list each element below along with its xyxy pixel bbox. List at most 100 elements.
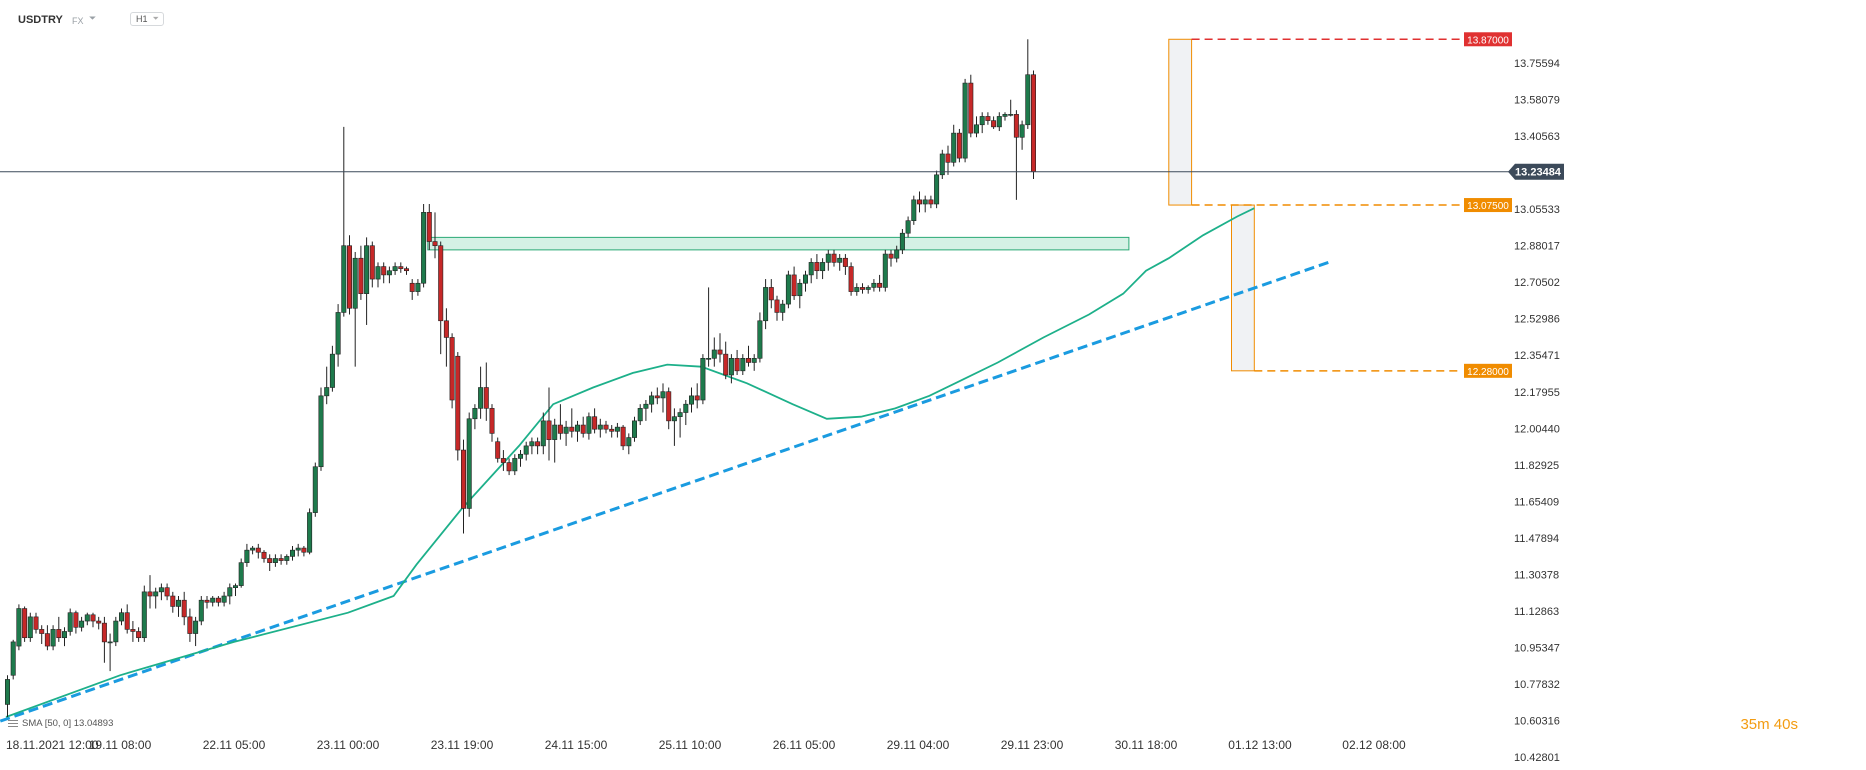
candle-body (512, 458, 518, 472)
candle-body (375, 266, 381, 280)
candle-body (187, 616, 193, 634)
candle (364, 237, 370, 325)
candle-body (364, 245, 370, 294)
candle-body (460, 449, 466, 509)
candle-body (489, 408, 495, 434)
candle-body (882, 253, 888, 288)
candle-body (962, 82, 968, 159)
candle (346, 235, 352, 315)
candle (631, 416, 637, 442)
y-tick-label: 11.82925 (1514, 460, 1559, 472)
candle-body (609, 428, 615, 432)
candle-body (979, 116, 985, 126)
candle-body (894, 249, 900, 259)
candle-body (318, 395, 324, 468)
candle-body (597, 424, 603, 430)
timeframe-selector[interactable]: H1 ⏷ (130, 12, 164, 26)
candle-body (124, 612, 130, 630)
candle (79, 616, 85, 632)
candle (398, 262, 404, 273)
candle (164, 583, 170, 601)
candle (683, 400, 689, 426)
candle-body (968, 82, 974, 134)
candle-body (660, 391, 666, 399)
candle (694, 383, 700, 409)
candle-body (586, 416, 592, 434)
candle (1008, 99, 1014, 117)
candle (609, 425, 615, 438)
candle (284, 554, 290, 565)
market-label: FX (72, 16, 84, 26)
candle-body (569, 426, 575, 432)
candle-body (307, 512, 313, 553)
resistance-zone (427, 236, 1130, 251)
candle (882, 249, 888, 292)
candle-body (158, 587, 164, 593)
candle (244, 543, 250, 567)
candle (130, 621, 136, 642)
candle-body (797, 282, 803, 297)
y-tick-label: 11.12863 (1514, 606, 1559, 618)
candle-body (780, 303, 786, 313)
candle-body (706, 358, 712, 360)
candle-body (808, 262, 814, 276)
candle-body (825, 253, 831, 263)
candle-body (409, 282, 415, 292)
candle-body (740, 358, 746, 372)
candle (1019, 120, 1025, 150)
candle-body (774, 299, 780, 313)
level-price-label: 12.28000 (1467, 367, 1509, 378)
candle (939, 149, 945, 179)
candle (979, 112, 985, 134)
candle (580, 416, 586, 438)
candle (820, 258, 826, 280)
chevron-down-icon[interactable]: ⏷ (89, 13, 97, 23)
candle-body (381, 266, 387, 276)
candle (483, 362, 489, 421)
candle (649, 391, 655, 413)
candle-countdown: 35m 40s (1740, 716, 1798, 733)
candle-body (295, 547, 301, 551)
candle-body (734, 358, 740, 372)
candle-body (552, 424, 558, 440)
y-tick-label: 13.05533 (1514, 204, 1560, 216)
candle-body (369, 245, 375, 280)
candle (865, 285, 871, 294)
candle (751, 354, 757, 371)
y-tick-label: 10.42801 (1514, 752, 1560, 764)
candle-body (415, 282, 421, 292)
candle (745, 345, 751, 367)
candle (193, 616, 199, 647)
candle-body (666, 391, 672, 422)
candle-body (101, 622, 107, 643)
candle (654, 387, 660, 405)
candle-body (56, 629, 62, 639)
y-tick-label: 12.70502 (1514, 277, 1560, 289)
indicator-legend[interactable]: SMA [50, 0] 13.04893 (8, 718, 113, 729)
candle-body (911, 199, 917, 221)
candle (187, 608, 193, 642)
candle-body (170, 595, 176, 607)
candle-body (67, 612, 73, 632)
candle-body (523, 445, 529, 455)
candle-body (814, 262, 820, 272)
candle-body (455, 355, 461, 451)
x-tick-label: 23.11 19:00 (431, 738, 494, 752)
candle (443, 308, 449, 367)
candle-body (5, 679, 11, 705)
candle (267, 554, 273, 572)
candle-body (649, 395, 655, 405)
candle-body (113, 620, 119, 643)
candle (763, 279, 769, 330)
candle (415, 279, 421, 296)
candle-body (592, 416, 598, 430)
candle (945, 145, 951, 175)
candle (61, 627, 67, 647)
candle-body (654, 395, 660, 399)
candle-body (956, 132, 962, 159)
symbol-label[interactable]: USDTRY (18, 14, 63, 26)
candle-body (421, 212, 427, 284)
candle (620, 425, 626, 451)
candle-body (301, 547, 307, 553)
